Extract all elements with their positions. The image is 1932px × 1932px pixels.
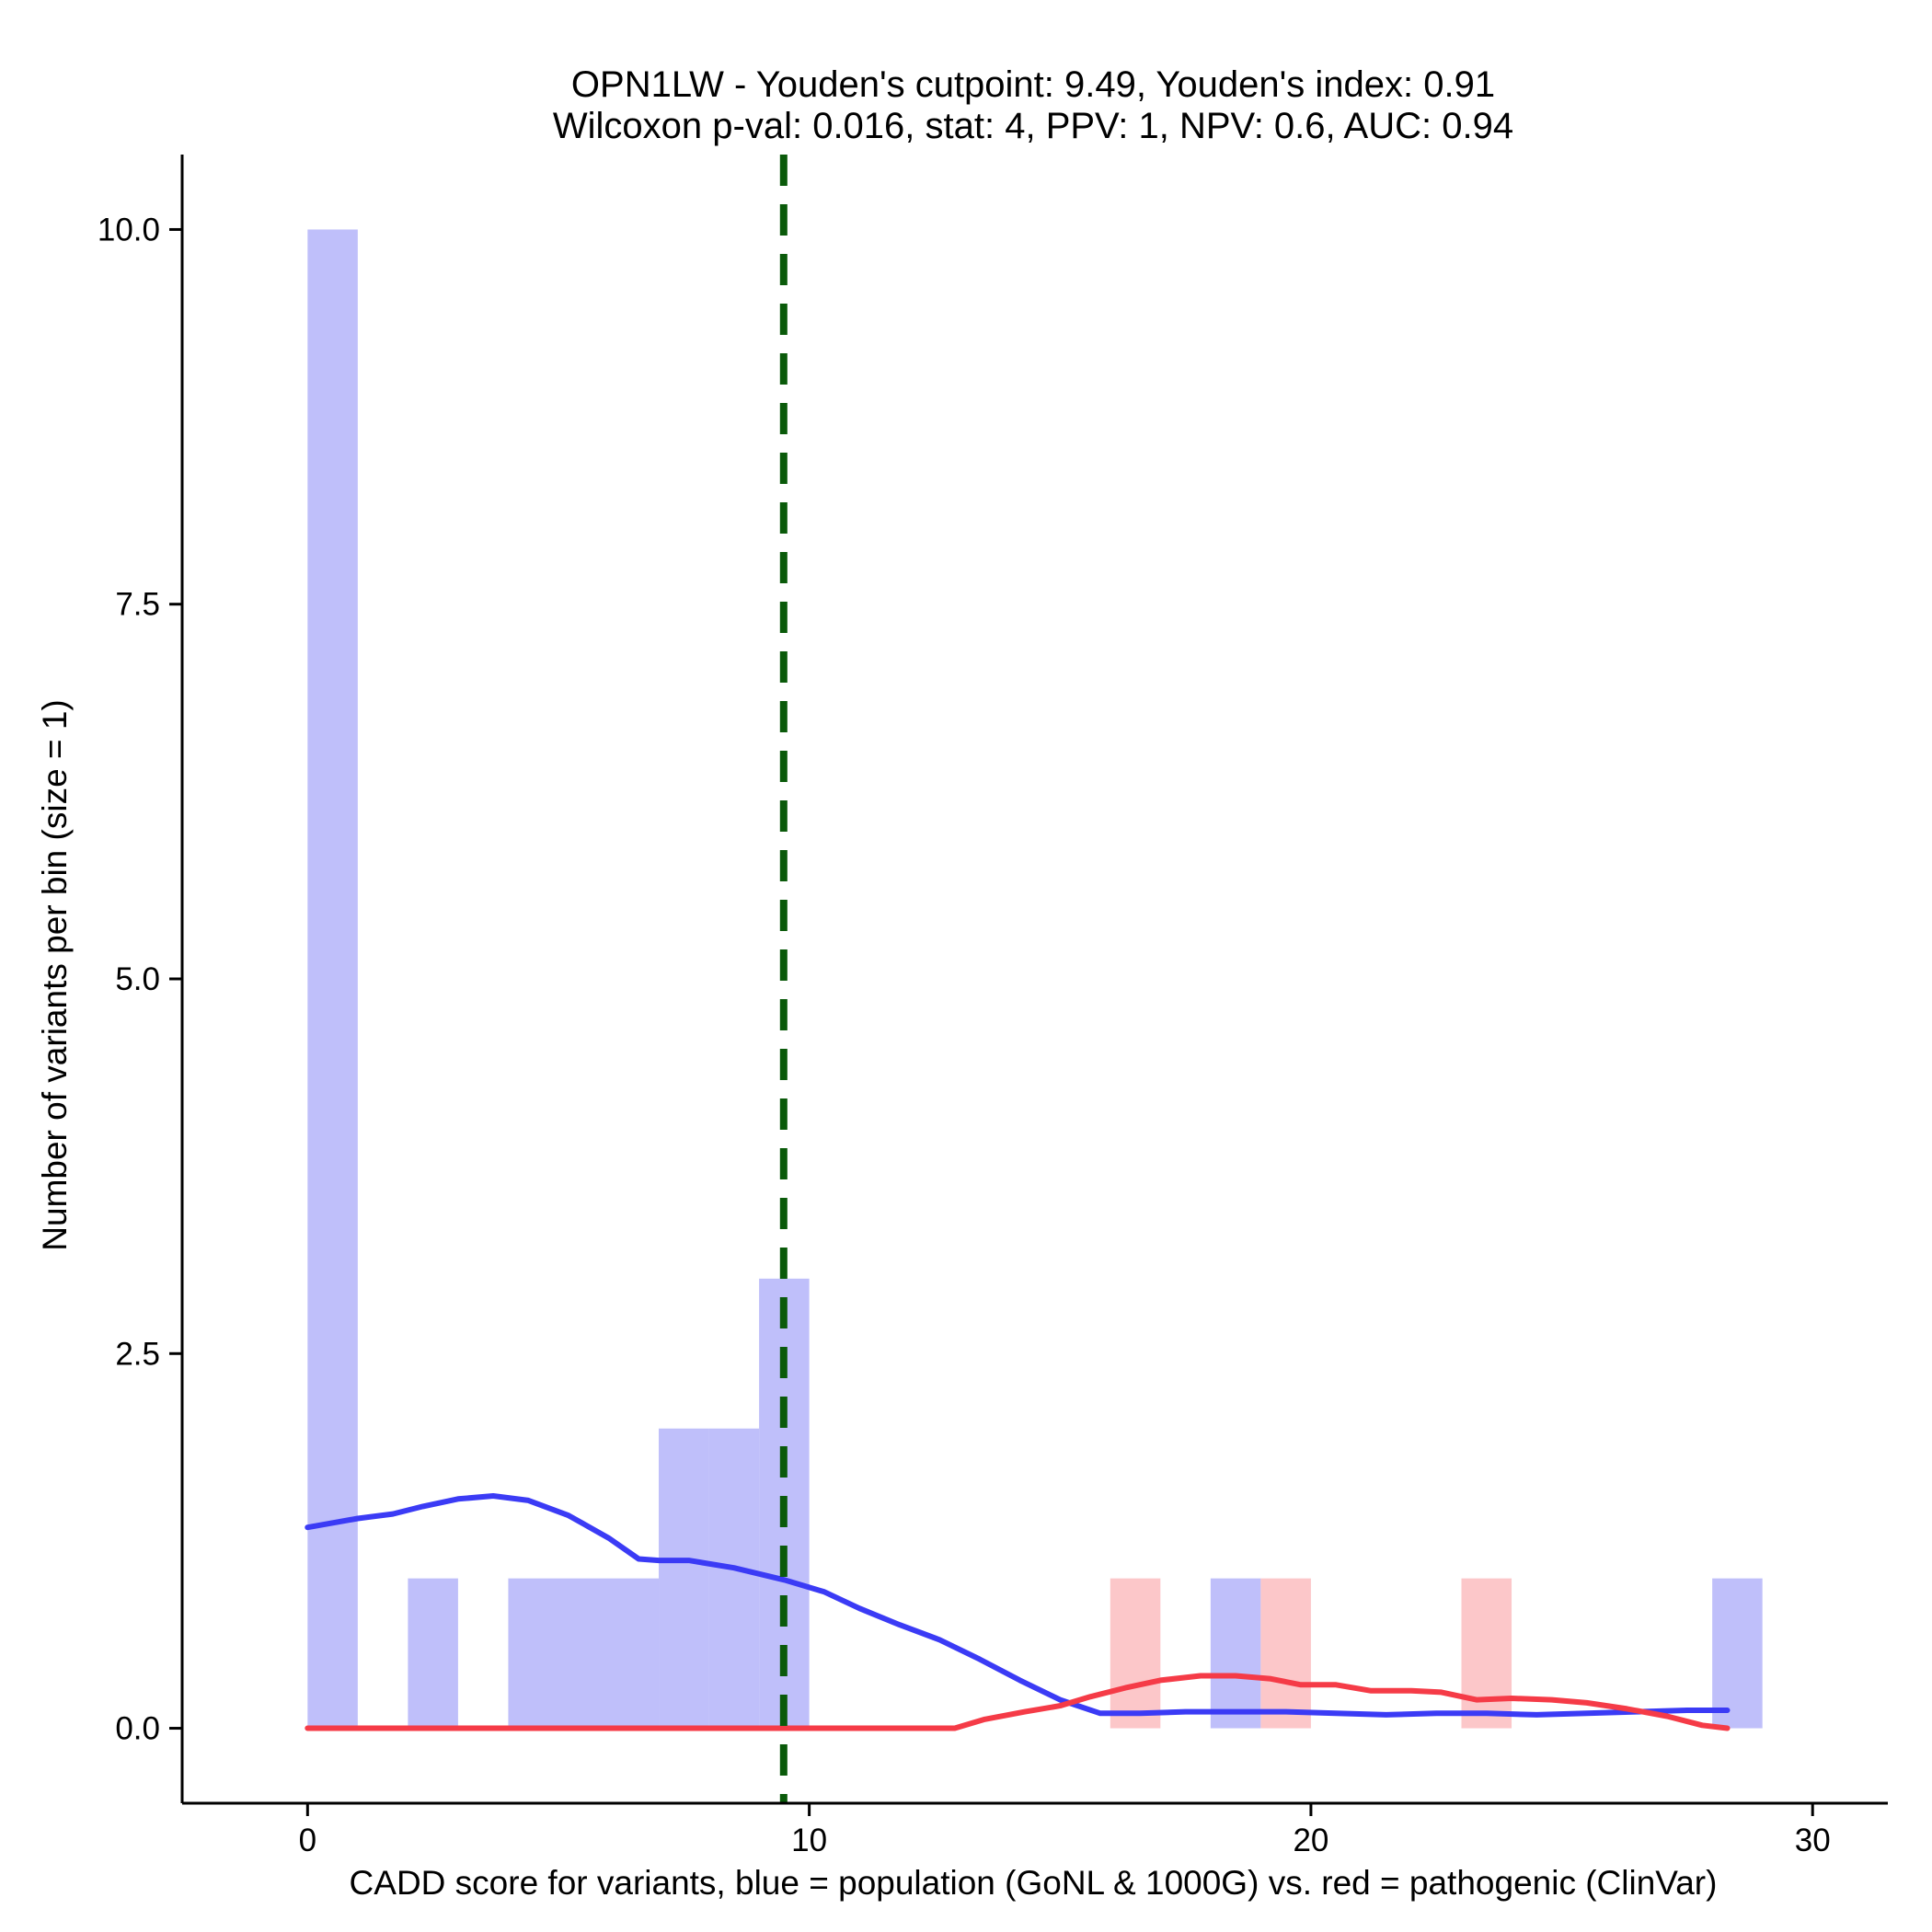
population-bar [508,1578,558,1729]
pathogenic-bar [1260,1578,1311,1729]
population-bar [307,229,358,1729]
x-tick-label: 20 [1293,1823,1328,1858]
chart-title-line-2: Wilcoxon p-val: 0.016, stat: 4, PPV: 1, … [553,106,1513,146]
x-tick-label: 0 [299,1823,316,1858]
population-bar [408,1578,458,1729]
pathogenic-density-curve [305,1673,1731,1731]
x-axis-ticks: 0 10 20 30 [299,1803,1831,1858]
pathogenic-bar [1461,1578,1512,1729]
y-tick-label: 2.5 [115,1336,160,1372]
x-axis-title: CADD score for variants, blue = populati… [350,1864,1718,1902]
population-bar [1210,1578,1261,1729]
y-axis-ticks: 0.0 2.5 5.0 7.5 10.0 [98,212,182,1747]
y-axis-title: Number of variants per bin (size = 1) [36,699,74,1250]
population-bar [1712,1578,1763,1729]
pathogenic-bar [1110,1578,1161,1729]
population-bar [558,1578,609,1729]
y-tick-label: 10.0 [98,212,160,247]
chart-title-line-1: OPN1LW - Youden's cutpoint: 9.49, Youden… [571,64,1495,105]
population-bar [659,1428,709,1729]
x-tick-label: 10 [791,1823,827,1858]
population-density-curve [305,1493,1731,1718]
pathogenic-bars [1110,1578,1512,1729]
population-bar [708,1428,760,1729]
population-bar [608,1578,660,1729]
x-tick-label: 30 [1795,1823,1831,1858]
y-tick-label: 0.0 [115,1711,160,1747]
y-tick-label: 5.0 [115,961,160,997]
y-tick-label: 7.5 [115,587,160,623]
